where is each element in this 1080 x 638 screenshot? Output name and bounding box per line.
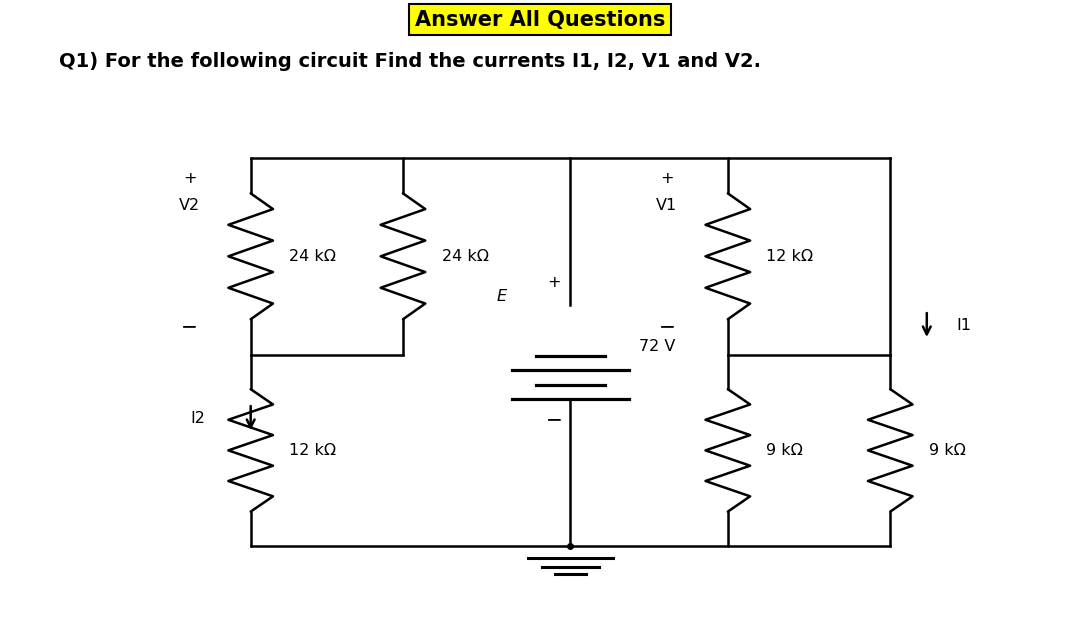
Text: V1: V1	[657, 198, 677, 213]
Text: +: +	[548, 276, 561, 290]
Text: 24 kΩ: 24 kΩ	[442, 249, 488, 263]
Text: +: +	[183, 171, 197, 186]
Text: Q1) For the following circuit Find the currents I1, I2, V1 and V2.: Q1) For the following circuit Find the c…	[59, 52, 761, 71]
Text: I1: I1	[956, 318, 971, 332]
Text: 12 kΩ: 12 kΩ	[767, 249, 813, 263]
Text: −: −	[659, 317, 675, 336]
Text: 12 kΩ: 12 kΩ	[289, 443, 336, 458]
Text: 72 V: 72 V	[639, 339, 676, 354]
Text: E: E	[497, 289, 507, 304]
Text: 9 kΩ: 9 kΩ	[767, 443, 804, 458]
Text: −: −	[545, 410, 563, 429]
Text: +: +	[660, 171, 674, 186]
Text: 9 kΩ: 9 kΩ	[929, 443, 966, 458]
Text: 24 kΩ: 24 kΩ	[289, 249, 336, 263]
Text: −: −	[181, 317, 199, 336]
Text: I2: I2	[190, 410, 205, 426]
Text: V2: V2	[179, 198, 200, 213]
Text: Answer All Questions: Answer All Questions	[415, 10, 665, 29]
